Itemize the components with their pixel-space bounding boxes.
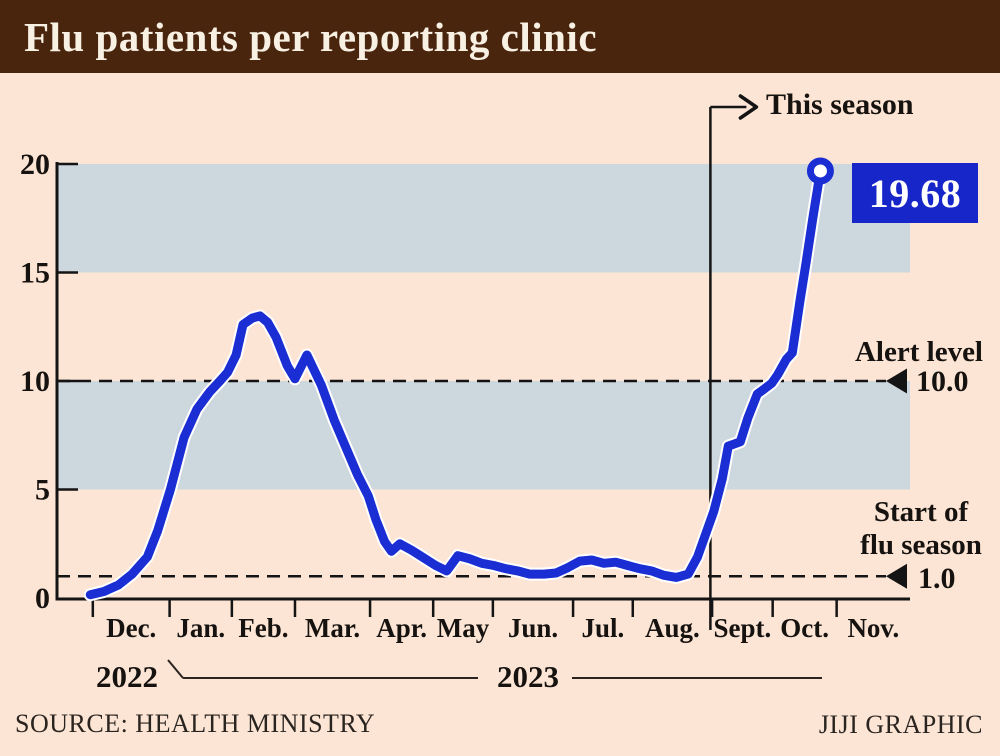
year-label-2023: 2023 (497, 659, 559, 694)
threshold-arrow-icon (886, 563, 907, 589)
alert-level-label: Alert level (854, 336, 983, 368)
y-tick-label: 20 (20, 148, 50, 181)
month-label: Mar. (305, 613, 360, 643)
month-label: Jan. (176, 613, 225, 643)
alert-band (57, 164, 910, 273)
season-arrow-icon (738, 94, 759, 120)
month-label: May (437, 613, 490, 643)
year-label-2022: 2022 (96, 659, 158, 694)
month-label: Nov. (847, 613, 899, 643)
month-label: Dec. (106, 613, 156, 643)
this-season-label: This season (766, 88, 914, 121)
y-tick-label: 0 (35, 582, 50, 615)
header-bar: Flu patients per reporting clinic (0, 0, 1000, 73)
alert-level-value: 10.0 (916, 365, 969, 398)
y-tick-label: 5 (35, 474, 50, 507)
source-label: SOURCE: HEALTH MINISTRY (15, 709, 376, 738)
year-span-line (167, 659, 184, 679)
month-label: Jun. (508, 613, 558, 643)
month-label: Oct. (780, 613, 829, 643)
flu-season-start-line1: Start of (873, 496, 969, 528)
threshold-arrow-icon (886, 368, 907, 394)
month-label: Jul. (582, 613, 625, 643)
current-value-badge: 19.68 (852, 163, 978, 223)
y-tick-label: 10 (20, 365, 50, 398)
flu-season-start-line2: flu season (860, 529, 982, 561)
chart-title: Flu patients per reporting clinic (24, 13, 598, 60)
month-label: Sept. (714, 613, 772, 643)
flu-season-start-label: Start of flu season (845, 496, 997, 562)
flu-line (85, 166, 825, 600)
month-label: Apr. (376, 613, 427, 643)
credit-label: JIJI GRAPHIC (818, 710, 983, 739)
flu-season-start-value: 1.0 (918, 562, 956, 595)
current-point-marker (806, 157, 834, 185)
month-label: Aug. (645, 613, 700, 643)
y-tick-label: 15 (20, 257, 50, 290)
month-label: Feb. (238, 613, 288, 643)
